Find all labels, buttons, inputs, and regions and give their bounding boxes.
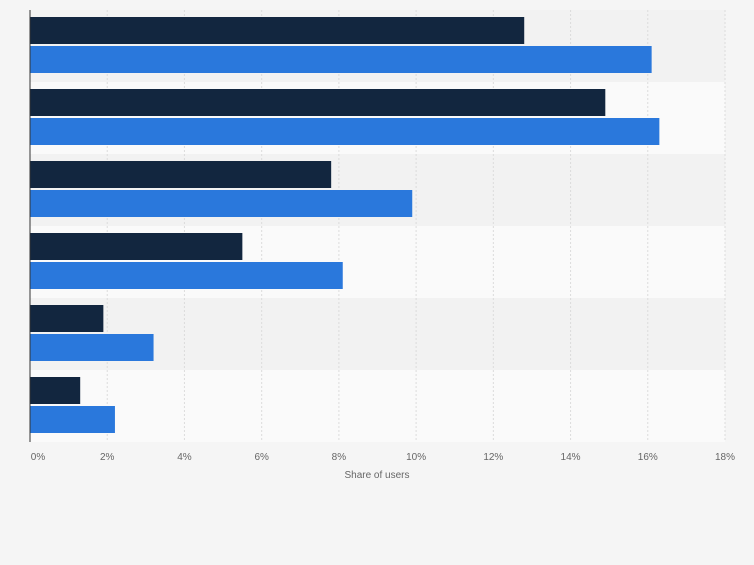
x-tick-label: 4% [177,452,192,463]
bar-series-1 [30,233,243,260]
x-tick-label: 14% [561,452,581,463]
x-tick-label: 2% [100,452,115,463]
x-tick-label: 0% [31,452,46,463]
bar-series-1 [30,305,104,332]
bar-series-2 [30,406,115,433]
bar-series-2 [30,46,652,73]
x-tick-label: 16% [638,452,658,463]
x-tick-label: 18% [715,452,735,463]
x-tick-label: 6% [254,452,269,463]
bar-series-1 [30,161,332,188]
x-tick-label: 8% [332,452,347,463]
bar-series-2 [30,118,660,145]
bar-series-2 [30,262,343,289]
bar-series-1 [30,377,81,404]
category-band [30,370,725,442]
x-tick-label: 12% [483,452,503,463]
bar-series-1 [30,89,606,116]
bar-series-2 [30,190,413,217]
x-tick-label: 10% [406,452,426,463]
x-axis-title: Share of users [344,470,409,481]
bar-series-1 [30,17,525,44]
bar-series-2 [30,334,154,361]
